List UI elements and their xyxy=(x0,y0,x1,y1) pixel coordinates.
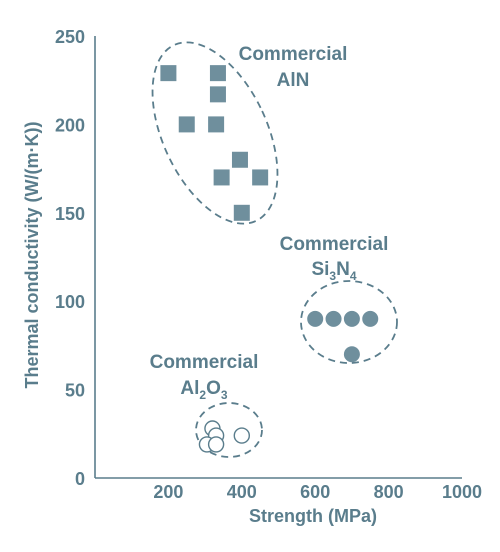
square-marker xyxy=(208,116,225,133)
formula-part: AlN xyxy=(277,70,310,91)
filled-circle-marker xyxy=(343,310,360,327)
subscript: 3 xyxy=(221,388,228,402)
square-marker xyxy=(160,65,177,82)
subscript: 4 xyxy=(350,269,357,283)
square-marker xyxy=(213,169,230,186)
y-tick-label: 100 xyxy=(55,292,85,312)
y-axis-label: Thermal conductivity (W/(m·K)) xyxy=(22,121,42,388)
formula-part: Al xyxy=(180,378,199,399)
filled-circle-marker xyxy=(307,310,324,327)
y-tick-label: 250 xyxy=(55,27,85,47)
square-marker xyxy=(233,204,250,221)
x-tick-label: 1000 xyxy=(442,482,482,502)
formula-part: Si xyxy=(311,259,329,280)
open-circle-marker xyxy=(207,436,225,453)
formula-part: N xyxy=(336,259,350,280)
filled-circle-marker xyxy=(325,310,342,327)
square-marker xyxy=(231,151,248,168)
group-labels: CommercialAlNCommercialSi3N4CommercialAl… xyxy=(150,44,389,402)
y-tick-label: 150 xyxy=(55,204,85,224)
filled-circle-marker xyxy=(362,310,379,327)
x-tick-label: 800 xyxy=(374,482,404,502)
aln-label-line1: Commercial xyxy=(239,44,348,65)
x-tick-label: 400 xyxy=(227,482,257,502)
si3n4-label-line1: Commercial xyxy=(280,234,389,255)
al2o3-label-line1: Commercial xyxy=(150,352,259,373)
x-tick-label: 200 xyxy=(153,482,183,502)
group-ellipses xyxy=(151,41,398,458)
subscript: 2 xyxy=(199,388,206,402)
open-circle-marker xyxy=(233,427,251,444)
data-points xyxy=(160,65,379,453)
square-marker xyxy=(209,86,226,103)
square-marker xyxy=(252,169,269,186)
y-tick-label: 0 xyxy=(75,469,85,489)
al2o3-ellipse xyxy=(195,402,263,458)
formula-part: O xyxy=(206,378,221,399)
axes xyxy=(94,36,462,479)
x-axis-label: Strength (MPa) xyxy=(249,506,377,526)
square-marker xyxy=(209,65,226,82)
al2o3-label-line2: Al2O3 xyxy=(180,378,227,402)
y-tick-label: 50 xyxy=(65,381,85,401)
si3n4-ellipse xyxy=(300,280,398,364)
x-tick-label: 600 xyxy=(300,482,330,502)
tick-labels: 0 50 100 150 200 250 200 400 600 800 1000 xyxy=(55,27,482,502)
aln-label-line2: AlN xyxy=(277,70,310,91)
subscript: 3 xyxy=(329,269,336,283)
y-tick-label: 200 xyxy=(55,115,85,135)
si3n4-label-line2: Si3N4 xyxy=(311,259,356,283)
square-marker xyxy=(178,116,195,133)
aln-ellipse xyxy=(151,41,279,225)
filled-circle-marker xyxy=(343,346,360,363)
